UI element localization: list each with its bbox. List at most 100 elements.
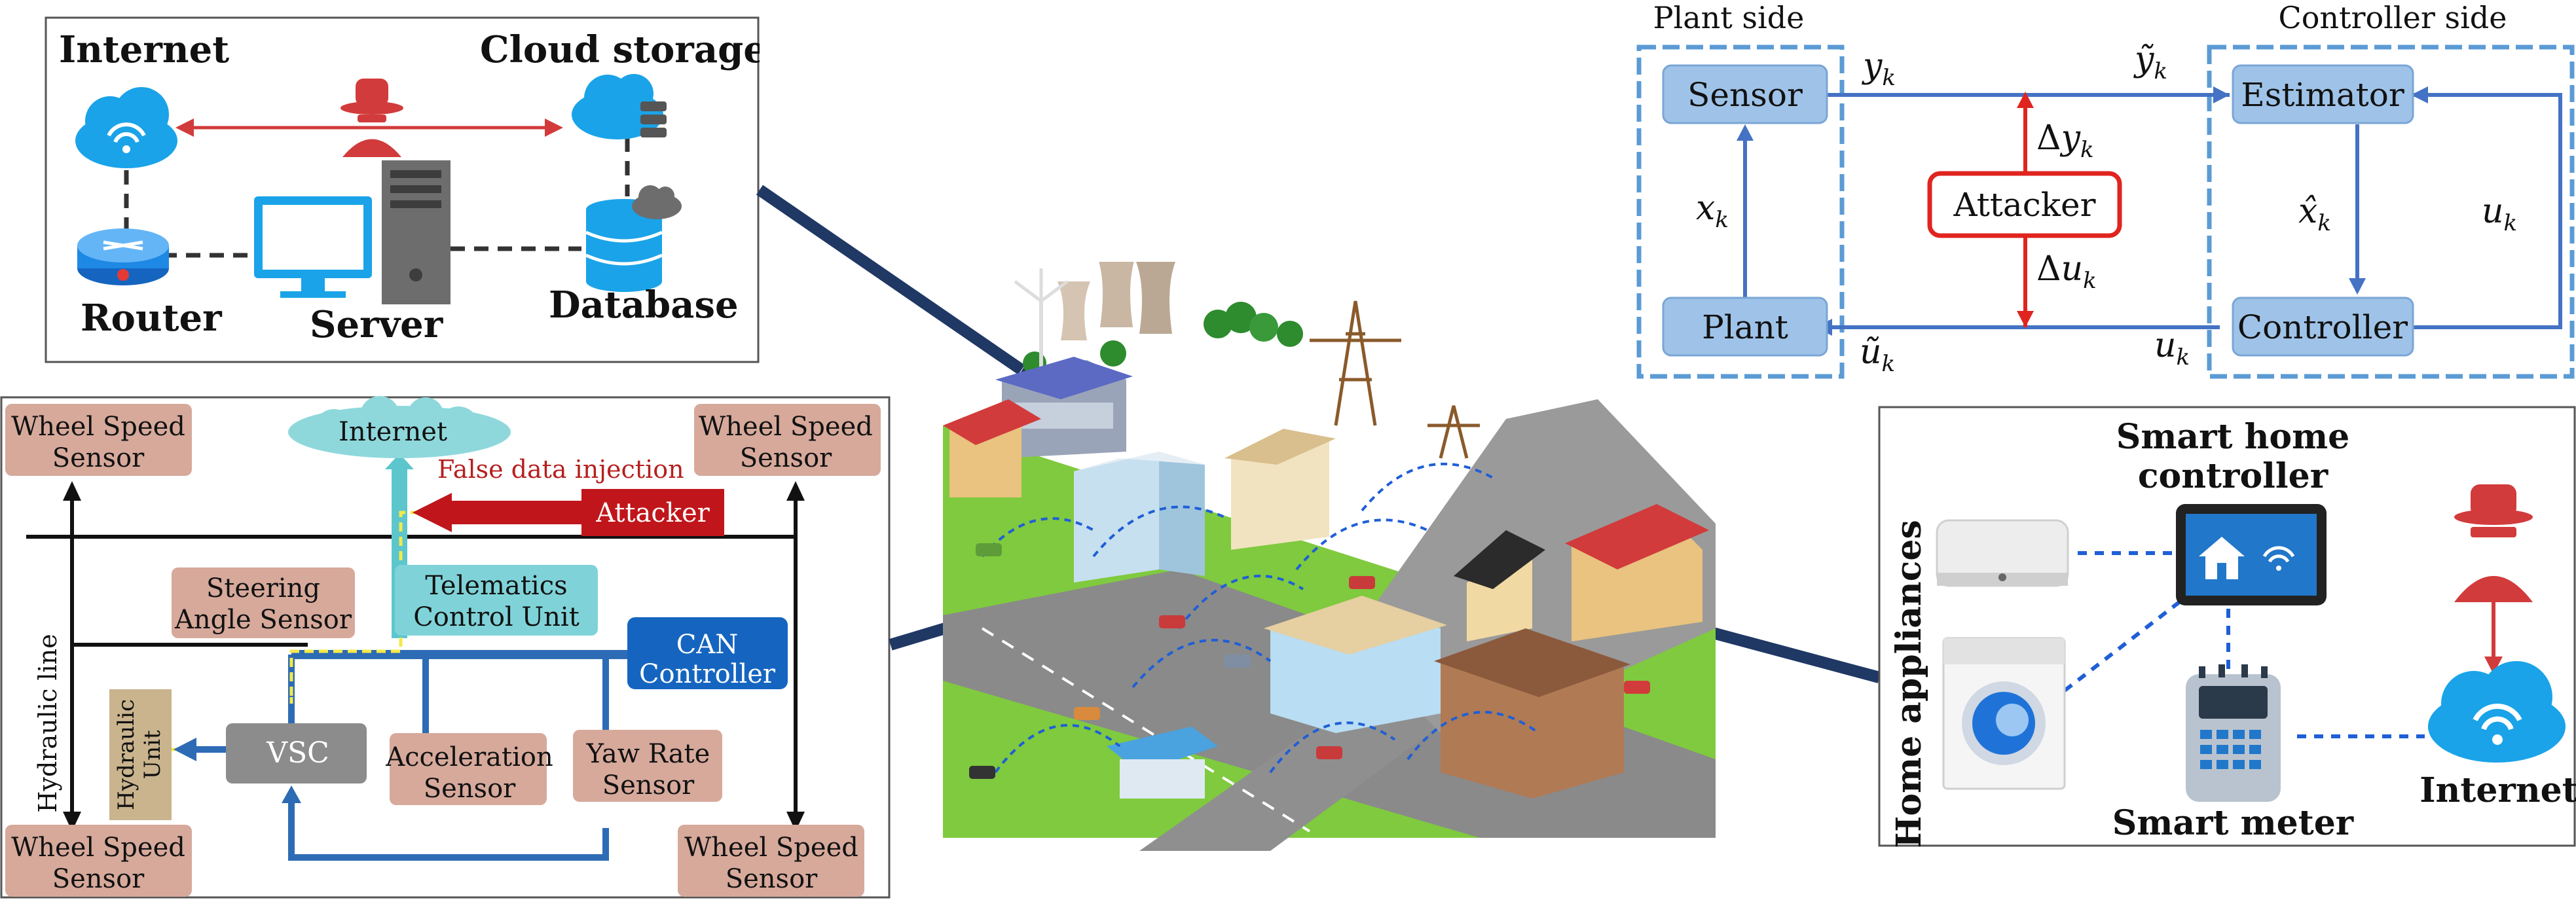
arrow-left-top xyxy=(63,481,81,501)
attacker-block xyxy=(1927,171,2122,238)
u-feedback-symbol: uk xyxy=(2482,192,2517,236)
link-washer-controller xyxy=(2063,600,2180,693)
can-line2: Controller xyxy=(639,659,776,689)
power-pylon xyxy=(1310,300,1480,459)
controller-block xyxy=(2232,297,2414,357)
attack-y-arrowhead xyxy=(2017,92,2034,108)
database-icon xyxy=(585,185,682,292)
wheel-speed-sensor-br-box xyxy=(678,825,864,897)
wind-turbine xyxy=(1014,268,1069,367)
telematics-line1: Telematics xyxy=(425,571,567,601)
wheel-tr-line1: Wheel Speed xyxy=(699,412,873,442)
plant-label: Plant xyxy=(1702,308,1788,346)
steering-line1: Steering xyxy=(206,573,320,603)
arrow-right-bottom xyxy=(786,812,805,831)
hydraulic-unit-line2: Unit xyxy=(139,730,166,779)
telematics-box xyxy=(395,565,598,636)
smart-home-panel: Home appliances Smart home controller Sm… xyxy=(1878,406,2576,900)
internet-label: Internet xyxy=(2420,770,2576,810)
hydraulic-line-label: Hydraulic line xyxy=(33,634,62,812)
controller-side-label: Controller side xyxy=(2279,0,2507,35)
vehicle-network-figure: Wheel Speed Sensor Wheel Speed Sensor Wh… xyxy=(0,396,891,899)
u-feedback-arrowhead xyxy=(2411,86,2428,103)
internet-cloud-icon xyxy=(2428,661,2566,763)
plant-side-frame xyxy=(1636,45,1845,379)
fire-station xyxy=(1565,504,1709,641)
wheel-br-line1: Wheel Speed xyxy=(684,833,858,863)
wheel-bl-line1: Wheel Speed xyxy=(11,833,185,863)
acceleration-line2: Sensor xyxy=(424,774,516,804)
hacker-attack-arrowhead xyxy=(2484,657,2503,674)
home-appliances-label: Home appliances xyxy=(1889,520,1929,848)
wheel-tr-line2: Sensor xyxy=(740,443,832,473)
xhat-arrowhead xyxy=(2349,278,2366,295)
injection-path xyxy=(289,511,593,704)
internet-link-arrow xyxy=(385,454,414,469)
y-symbol-plant-side: yk xyxy=(1862,46,1896,91)
smart-home-controller-line1: Smart home xyxy=(2116,417,2349,457)
smart-home-controller-line2: controller xyxy=(2138,456,2328,496)
steering-line2: Angle Sensor xyxy=(174,605,352,635)
attacker-label: Attacker xyxy=(1953,186,2095,224)
yaw-line1: Yaw Rate xyxy=(586,739,710,769)
attacker-label: Attacker xyxy=(595,498,710,528)
false-data-injection-label: False data injection xyxy=(437,455,684,484)
control-system-panel: Plant side Controller side Sensor Estima… xyxy=(1630,0,2576,380)
steering-box xyxy=(172,567,355,638)
yaw-to-vsc-arrow xyxy=(282,785,301,803)
controller-side-frame xyxy=(2207,45,2575,379)
attacker-arrow xyxy=(413,493,583,532)
database-label: Database xyxy=(549,283,739,327)
vsc-to-hydraulic-arrow xyxy=(174,738,196,761)
server-icon xyxy=(382,160,451,304)
control-system-figure: Plant side Controller side Sensor Estima… xyxy=(1636,0,2575,379)
hacker-icon xyxy=(2454,484,2533,602)
wheel-tl-line1: Wheel Speed xyxy=(11,412,185,442)
wheel-speed-sensor-tl-box xyxy=(5,404,192,476)
estimator-block xyxy=(2232,64,2414,124)
yaw-to-vsc xyxy=(288,799,609,861)
wheel-bl-line2: Sensor xyxy=(52,864,145,894)
smart-home-figure: Home appliances Smart home controller Sm… xyxy=(1878,406,2576,848)
smart-city-panel xyxy=(943,262,1716,851)
arrow-right-top xyxy=(786,481,805,501)
smart-meter-label: Smart meter xyxy=(2112,803,2354,843)
plant-block xyxy=(1662,297,1828,357)
wheel-speed-sensor-tr-box xyxy=(694,404,881,476)
office-towers xyxy=(1074,452,1205,583)
internet-cloud-icon xyxy=(75,87,177,168)
can-controller-box xyxy=(627,617,788,689)
server-label: Server xyxy=(310,303,444,346)
home-to-city-arrow xyxy=(1694,622,1881,683)
cars xyxy=(969,543,1650,779)
attack-arrowhead-right xyxy=(545,118,563,137)
motel-building xyxy=(1434,628,1630,799)
bank-building xyxy=(1224,429,1336,550)
internet-label: Internet xyxy=(59,28,229,71)
y-arrowhead xyxy=(2213,86,2230,103)
glass-mall xyxy=(1264,596,1447,733)
x-arrowhead xyxy=(1737,124,1754,141)
attack-u-arrowhead xyxy=(2017,311,2034,327)
it-to-city-arrow xyxy=(756,185,1025,375)
cooling-towers xyxy=(1058,262,1175,340)
router-icon xyxy=(77,228,169,285)
tree-cluster xyxy=(1023,302,1303,375)
attacker-box xyxy=(581,489,724,536)
acceleration-line1: Acceleration xyxy=(385,742,553,772)
hydraulic-unit-box xyxy=(109,689,172,820)
monitor-icon xyxy=(254,196,372,298)
yaw-box xyxy=(573,730,722,802)
u-output-symbol: uk xyxy=(2154,326,2190,370)
sensor-label: Sensor xyxy=(1687,76,1803,114)
wheel-speed-sensor-bl-box xyxy=(5,825,192,897)
small-house xyxy=(1454,530,1545,641)
internet-cloud-shape xyxy=(288,396,511,458)
it-network-figure: Internet Cloud storage Router Server Dat… xyxy=(45,16,760,363)
router-label: Router xyxy=(81,297,223,340)
gas-station xyxy=(1107,727,1218,799)
x-hat-symbol: x̂k xyxy=(2298,192,2331,236)
x-symbol: xk xyxy=(1696,189,1729,233)
hydraulic-unit-line1: Hydraulic xyxy=(113,699,139,810)
smart-city-illustration xyxy=(943,262,1716,851)
